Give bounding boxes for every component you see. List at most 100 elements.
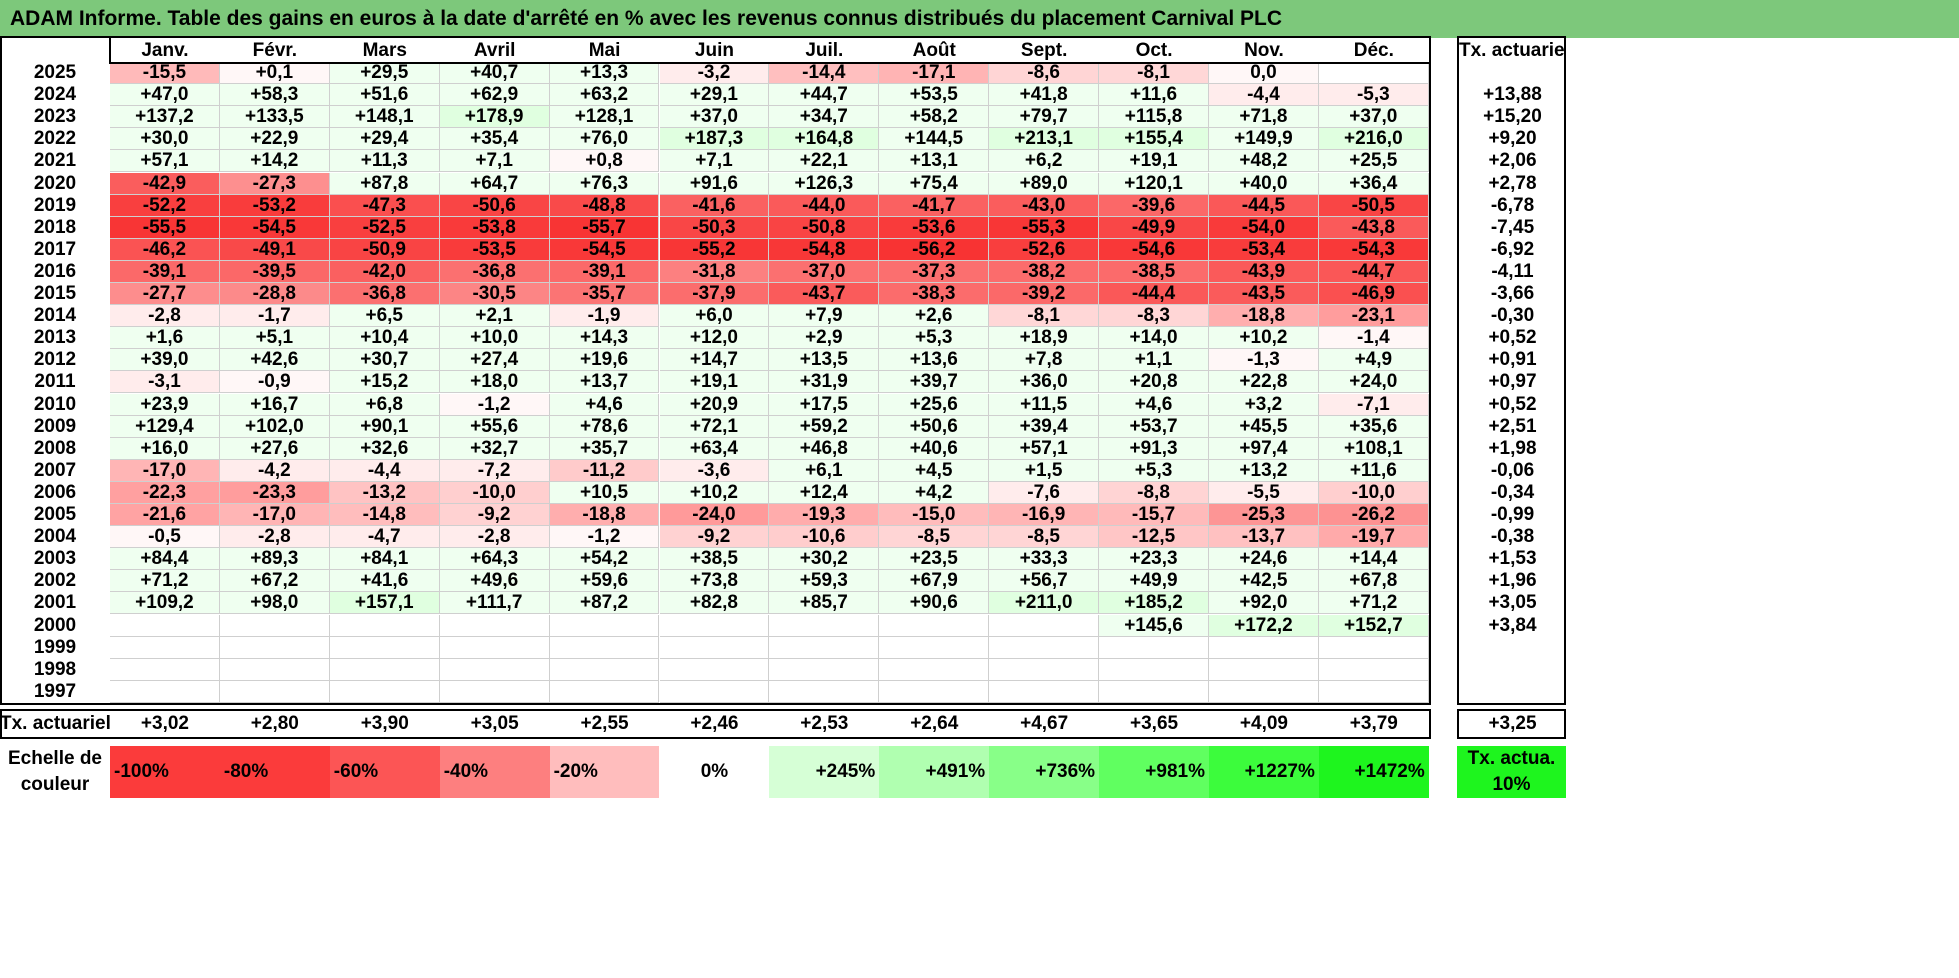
table-cell: -14,8 bbox=[329, 504, 440, 527]
table-cell: +76,0 bbox=[549, 128, 660, 151]
report-title: ADAM Informe. Table des gains en euros à… bbox=[0, 0, 1959, 38]
table-cell bbox=[769, 658, 880, 681]
table-cell: +102,0 bbox=[219, 415, 330, 438]
table-cell bbox=[769, 636, 880, 659]
table-cell: 0,0 bbox=[1209, 62, 1319, 85]
year-label: 2003 bbox=[33, 548, 77, 570]
month-header: Août bbox=[912, 40, 956, 61]
table-cell: +20,9 bbox=[659, 393, 770, 416]
table-cell: +78,6 bbox=[549, 415, 660, 438]
table-cell: +29,1 bbox=[659, 84, 770, 107]
table-cell: +25,5 bbox=[1318, 150, 1429, 173]
table-cell bbox=[439, 658, 550, 681]
table-cell: +41,8 bbox=[989, 84, 1100, 107]
actuarial-rate: +1,98 bbox=[1488, 437, 1537, 459]
table-cell: +13,6 bbox=[879, 349, 990, 372]
table-cell: +111,7 bbox=[439, 592, 550, 615]
table-cell: -10,0 bbox=[1318, 481, 1429, 504]
table-cell: +30,2 bbox=[769, 548, 880, 571]
table-cell: +5,3 bbox=[879, 327, 990, 350]
table-cell: -0,5 bbox=[110, 526, 220, 549]
totals-cell: +4,09 bbox=[1239, 712, 1288, 734]
table-cell: +11,3 bbox=[329, 150, 440, 173]
month-header: Janv. bbox=[141, 40, 189, 61]
table-cell bbox=[879, 680, 990, 703]
year-label: 2021 bbox=[33, 150, 77, 172]
table-cell: +92,0 bbox=[1209, 592, 1319, 615]
table-cell: -54,0 bbox=[1209, 216, 1319, 239]
table-cell: +57,1 bbox=[989, 437, 1100, 460]
table-cell: -53,6 bbox=[879, 216, 990, 239]
table-cell: +2,9 bbox=[769, 327, 880, 350]
table-cell: +115,8 bbox=[1099, 106, 1209, 129]
table-cell: +137,2 bbox=[110, 106, 220, 129]
table-cell: +155,4 bbox=[1099, 128, 1209, 151]
actuarial-rate: +2,78 bbox=[1488, 172, 1537, 194]
actuarial-rate: -0,99 bbox=[1490, 504, 1535, 525]
month-header: Juil. bbox=[805, 40, 844, 61]
year-label: 1997 bbox=[33, 680, 77, 702]
table-cell: +62,9 bbox=[439, 84, 550, 107]
table-cell: -50,5 bbox=[1318, 194, 1429, 217]
table-cell: -8,6 bbox=[989, 62, 1100, 85]
table-cell: -14,4 bbox=[769, 62, 880, 85]
table-cell: +19,1 bbox=[1099, 150, 1209, 173]
table-cell: +85,7 bbox=[769, 592, 880, 615]
table-cell: +35,4 bbox=[439, 128, 550, 151]
table-cell: -50,6 bbox=[439, 194, 550, 217]
table-cell: +33,3 bbox=[989, 548, 1100, 571]
table-cell: +58,3 bbox=[219, 84, 330, 107]
table-cell bbox=[879, 658, 990, 681]
month-header: Avril bbox=[473, 40, 516, 61]
table-cell: -46,9 bbox=[1318, 283, 1429, 306]
table-cell: -2,8 bbox=[110, 305, 220, 328]
table-cell: +79,7 bbox=[989, 106, 1100, 129]
table-cell: +40,6 bbox=[879, 437, 990, 460]
table-cell: -4,7 bbox=[329, 526, 440, 549]
table-cell: -7,2 bbox=[439, 459, 550, 482]
year-label: 2024 bbox=[33, 84, 77, 106]
table-cell: -50,3 bbox=[659, 216, 770, 239]
table-cell: +13,7 bbox=[549, 371, 660, 394]
table-cell: +30,0 bbox=[110, 128, 220, 151]
scale-swatch: -80% bbox=[219, 745, 330, 798]
year-label: 2023 bbox=[33, 106, 77, 128]
actuarial-rate: -3,66 bbox=[1490, 283, 1535, 304]
table-cell: +11,6 bbox=[1318, 459, 1429, 482]
table-cell: +6,0 bbox=[659, 305, 770, 328]
table-cell: +216,0 bbox=[1318, 128, 1429, 151]
table-cell: +98,0 bbox=[219, 592, 330, 615]
table-cell: -44,4 bbox=[1099, 283, 1209, 306]
table-cell: +67,2 bbox=[219, 570, 330, 593]
table-cell: +14,2 bbox=[219, 150, 330, 173]
table-cell: +55,6 bbox=[439, 415, 550, 438]
actuarial-rate bbox=[1459, 62, 1566, 84]
table-cell: -44,7 bbox=[1318, 260, 1429, 283]
table-cell: +36,0 bbox=[989, 371, 1100, 394]
table-cell: +82,8 bbox=[659, 592, 770, 615]
table-cell: +108,1 bbox=[1318, 437, 1429, 460]
table-cell: +90,1 bbox=[329, 415, 440, 438]
totals-cell: +2,55 bbox=[580, 712, 629, 734]
table-cell: -48,8 bbox=[549, 194, 660, 217]
month-header: Déc. bbox=[1353, 40, 1394, 61]
table-cell: +67,9 bbox=[879, 570, 990, 593]
table-cell: -1,4 bbox=[1318, 327, 1429, 350]
table-cell: +76,3 bbox=[549, 172, 660, 195]
table-cell: +7,8 bbox=[989, 349, 1100, 372]
table-cell: +64,3 bbox=[439, 548, 550, 571]
table-cell: +84,4 bbox=[110, 548, 220, 571]
table-cell: +213,1 bbox=[989, 128, 1100, 151]
table-cell: -42,9 bbox=[110, 172, 220, 195]
year-label: 2018 bbox=[33, 216, 77, 238]
year-label: 2007 bbox=[33, 459, 77, 481]
table-cell: +51,6 bbox=[329, 84, 440, 107]
totals-cell: +2,46 bbox=[690, 712, 739, 734]
table-cell: -38,2 bbox=[989, 260, 1100, 283]
actuarial-rate: -0,30 bbox=[1490, 305, 1535, 327]
table-cell: +14,4 bbox=[1318, 548, 1429, 571]
table-cell: +10,0 bbox=[439, 327, 550, 350]
table-cell bbox=[769, 614, 880, 637]
actuarial-rate: +3,05 bbox=[1488, 592, 1537, 614]
table-cell: +87,8 bbox=[329, 172, 440, 195]
